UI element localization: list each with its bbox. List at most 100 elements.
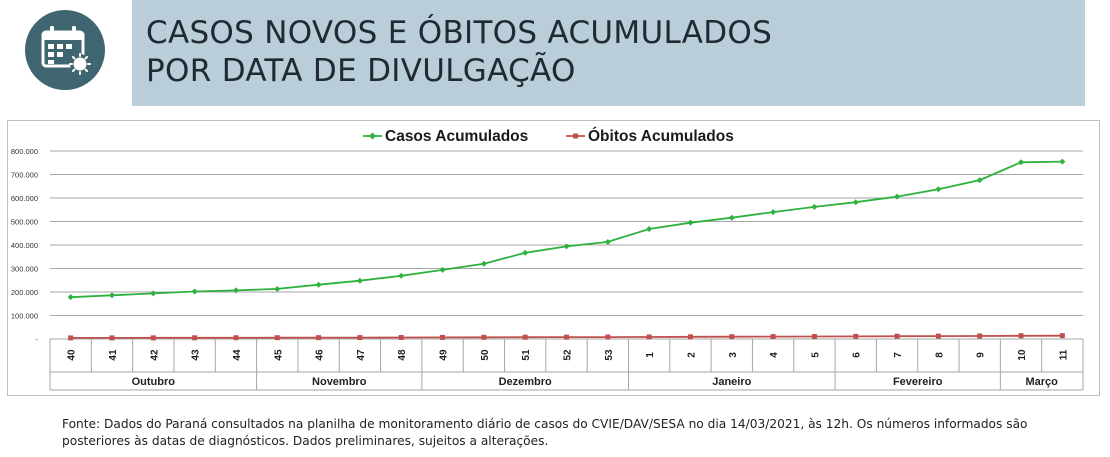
series-1-point-9 — [977, 333, 983, 339]
series-1-point-11 — [1059, 333, 1065, 339]
month-label-outubro: Outubro — [132, 376, 176, 388]
month-label-dezembro: Dezembro — [499, 376, 552, 388]
series-0-point-44 — [232, 287, 239, 294]
y-tick-label-5: 500.000 — [11, 218, 38, 227]
y-tick-label-2: 200.000 — [11, 288, 38, 297]
series-1-point-46 — [316, 335, 322, 341]
line-chart: - 100.000 200.000 300.000 400.000 500.000 600.… — [11, 127, 1084, 391]
legend-label-0: Casos Acumulados — [385, 128, 528, 145]
series-1-point-50 — [481, 334, 487, 340]
page-title: CASOS NOVOS E ÓBITOS ACUMULADOS POR DATA… — [146, 14, 772, 90]
series-0-point-41 — [108, 292, 115, 299]
y-tick-label-3: 300.000 — [11, 265, 38, 274]
series-1-point-52 — [564, 334, 569, 340]
series-1-point-43 — [192, 335, 198, 341]
month-label-março: Março — [1025, 376, 1058, 388]
month-label-janeiro: Janeiro — [712, 376, 751, 388]
x-tick-label-47: 47 — [356, 349, 367, 361]
series-1-point-44 — [233, 335, 239, 341]
x-tick-label-40: 40 — [67, 349, 78, 361]
series-0-point-3 — [728, 214, 735, 221]
series-0-point-52 — [563, 243, 570, 250]
x-tick-label-49: 49 — [439, 349, 450, 361]
series-0-point-4 — [770, 209, 777, 216]
series-0-point-2 — [687, 219, 694, 226]
x-tick-label-4: 4 — [769, 352, 780, 358]
series-1-point-41 — [109, 335, 115, 341]
x-tick-label-3: 3 — [728, 352, 739, 358]
x-tick-label-50: 50 — [480, 349, 491, 361]
series-1-point-51 — [522, 334, 528, 340]
legend-marker-1 — [573, 133, 578, 139]
series-0-point-10 — [1018, 159, 1025, 166]
series-1-point-1 — [646, 334, 652, 340]
calendar-virus-icon — [25, 10, 105, 90]
series-1-point-10 — [1018, 333, 1024, 339]
series-0-point-7 — [894, 193, 901, 200]
page-title-line-1: CASOS NOVOS E ÓBITOS ACUMULADOS — [146, 15, 773, 51]
series-0-point-5 — [811, 203, 818, 210]
y-tick-label-1: 100.000 — [11, 312, 38, 321]
month-label-novembro: Novembro — [312, 376, 367, 388]
legend-label-1: Óbitos Acumulados — [588, 127, 734, 145]
y-tick-label-4: 400.000 — [11, 241, 38, 250]
x-tick-label-44: 44 — [232, 349, 243, 361]
series-0-point-53 — [604, 238, 611, 245]
x-tick-label-52: 52 — [563, 349, 574, 361]
series-0-point-8 — [935, 186, 942, 193]
x-tick-label-43: 43 — [191, 349, 202, 361]
y-tick-label-0: - — [36, 335, 39, 344]
series-0-point-42 — [150, 290, 157, 297]
series-0-point-1 — [646, 226, 653, 233]
series-0-point-50 — [480, 260, 487, 267]
y-tick-label-6: 600.000 — [11, 194, 38, 203]
x-tick-label-45: 45 — [273, 349, 284, 361]
series-0-point-40 — [67, 294, 74, 301]
x-tick-label-42: 42 — [149, 349, 160, 361]
x-tick-label-2: 2 — [686, 352, 697, 358]
series-0-point-45 — [274, 285, 281, 292]
x-tick-label-51: 51 — [521, 349, 532, 361]
series-1-point-5 — [811, 333, 817, 339]
x-tick-label-9: 9 — [976, 352, 987, 358]
x-tick-label-7: 7 — [893, 352, 904, 358]
y-tick-label-8: 800.000 — [11, 147, 38, 156]
series-1-point-53 — [605, 334, 611, 340]
series-0-point-9 — [976, 177, 983, 184]
x-tick-label-6: 6 — [852, 352, 863, 358]
legend-marker-0 — [369, 132, 376, 140]
series-1-point-8 — [935, 333, 941, 339]
source-note: Fonte: Dados do Paraná consultados na pl… — [62, 417, 1028, 448]
series-1-point-3 — [729, 334, 735, 340]
series-line-0 — [70, 160, 1063, 299]
x-tick-label-46: 46 — [315, 349, 326, 361]
series-0-point-51 — [522, 249, 529, 256]
x-tick-label-1: 1 — [645, 352, 656, 358]
chart-frame: - 100.000 200.000 300.000 400.000 500.000 600.… — [7, 120, 1100, 396]
x-tick-label-11: 11 — [1058, 349, 1069, 360]
header-band — [132, 0, 1085, 106]
month-label-fevereiro: Fevereiro — [893, 376, 943, 388]
series-0-point-48 — [398, 272, 405, 279]
series-1-point-47 — [357, 335, 363, 341]
series-1-point-45 — [274, 335, 280, 341]
x-tick-label-8: 8 — [934, 352, 945, 358]
series-0-point-43 — [191, 288, 198, 295]
series-1-point-40 — [68, 335, 74, 341]
series-1-point-4 — [770, 334, 776, 340]
x-tick-label-48: 48 — [397, 349, 408, 361]
y-tick-label-7: 700.000 — [11, 171, 38, 180]
series-0-point-6 — [852, 199, 859, 206]
series-1-point-49 — [440, 334, 446, 340]
x-tick-label-5: 5 — [810, 352, 821, 358]
series-0-point-11 — [1059, 158, 1066, 165]
series-1-point-7 — [894, 333, 900, 339]
series-0-point-49 — [439, 266, 446, 273]
x-tick-label-10: 10 — [1017, 349, 1028, 361]
calendar-virus-icon-graphic — [41, 26, 91, 75]
x-tick-label-41: 41 — [108, 349, 119, 361]
series-0-point-47 — [356, 277, 363, 284]
series-1-point-2 — [687, 334, 693, 340]
series-1-point-48 — [398, 334, 404, 340]
series-0-point-46 — [315, 281, 322, 288]
